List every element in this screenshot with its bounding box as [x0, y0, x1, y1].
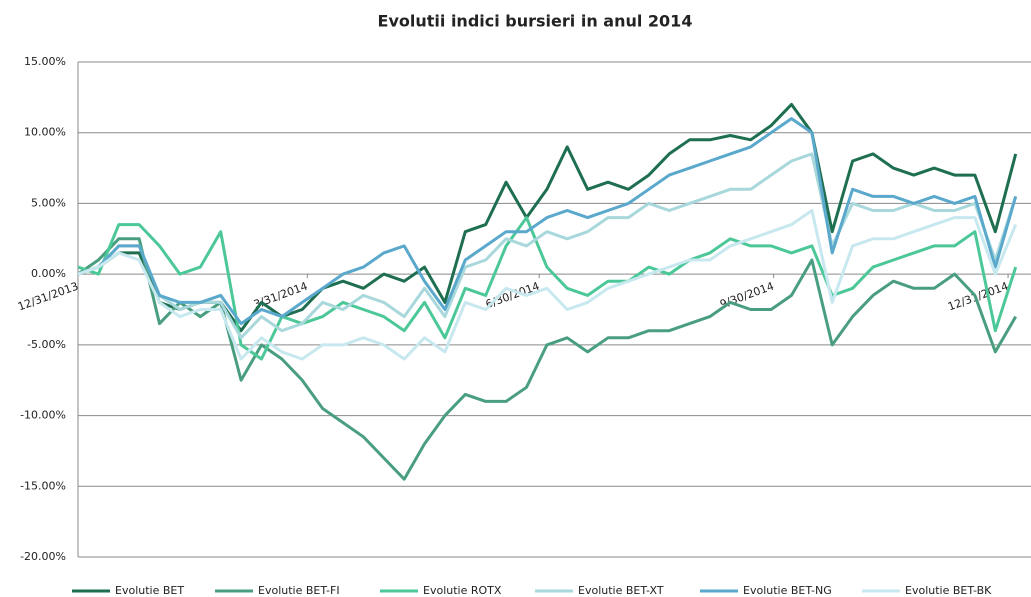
- chart-title: Evolutii indici bursieri in anul 2014: [378, 12, 693, 31]
- series-line: [78, 209, 1018, 361]
- series-line: [78, 216, 1018, 361]
- y-tick-label: -10.00%: [20, 409, 66, 422]
- y-tick-label: 0.00%: [31, 267, 66, 280]
- series-line: [78, 117, 1018, 326]
- x-tick-label: 3/31/2014: [252, 280, 309, 312]
- y-tick-label: -5.00%: [27, 338, 66, 351]
- x-tick-label: 6/30/2014: [484, 280, 541, 312]
- legend-label: Evolutie BET-BK: [905, 584, 992, 597]
- y-tick-label: 5.00%: [31, 196, 66, 209]
- legend-label: Evolutie BET-XT: [578, 584, 664, 597]
- series-line: [78, 237, 1017, 481]
- y-tick-label: 10.00%: [24, 126, 66, 139]
- series-line: [78, 102, 1018, 333]
- x-tick-label: 12/31/2013: [16, 280, 80, 314]
- y-tick-label: -15.00%: [20, 479, 66, 492]
- y-tick-label: -20.00%: [20, 550, 66, 563]
- legend-label: Evolutie BET-NG: [743, 584, 832, 597]
- plot-area: [78, 102, 1018, 481]
- legend-label: Evolutie BET-FI: [258, 584, 340, 597]
- series-line: [78, 152, 1018, 340]
- legend-label: Evolutie ROTX: [423, 584, 502, 597]
- y-tick-label: 15.00%: [24, 55, 66, 68]
- legend-label: Evolutie BET: [115, 584, 184, 597]
